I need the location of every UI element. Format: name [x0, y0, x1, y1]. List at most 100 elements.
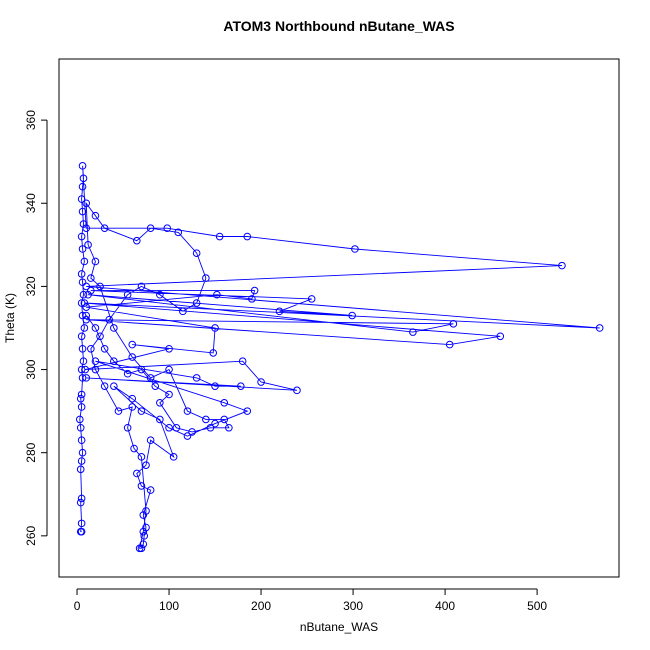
data-point: [169, 453, 178, 461]
data-point: [114, 407, 123, 415]
data-point: [123, 423, 132, 432]
data-point: [77, 403, 86, 411]
data-point: [165, 423, 173, 432]
data-point: [139, 527, 148, 536]
data-point: [91, 211, 100, 220]
data-point: [78, 245, 87, 253]
data-point: [142, 507, 150, 515]
data-point: [123, 369, 132, 378]
data-point: [82, 303, 91, 311]
data-point: [79, 290, 88, 299]
data-point: [87, 286, 95, 295]
data-point: [76, 394, 85, 403]
data-point: [179, 307, 187, 316]
data-point: [137, 365, 146, 374]
data-point: [91, 324, 100, 332]
data-point: [250, 286, 259, 295]
data-point: [82, 315, 91, 324]
x-tick-label: 200: [251, 599, 271, 613]
data-point: [348, 311, 356, 320]
data-point: [192, 249, 201, 257]
data-point: [137, 482, 146, 490]
x-axis-label: nButane_WAS: [300, 620, 378, 634]
data-point: [225, 423, 233, 432]
data-point: [142, 461, 150, 469]
data-point: [77, 232, 86, 241]
data-point: [213, 290, 221, 299]
data-point: [146, 224, 155, 233]
data-point: [140, 532, 149, 540]
data-point: [192, 299, 201, 307]
data-point: [77, 494, 86, 503]
y-tick-label: 320: [24, 276, 38, 296]
data-point: [82, 282, 91, 291]
data-point: [163, 224, 172, 233]
data-point: [77, 299, 86, 307]
data-point: [80, 324, 89, 332]
x-tick-label: 0: [74, 599, 81, 613]
data-point: [78, 344, 87, 353]
data-point: [146, 436, 155, 445]
data-point: [82, 224, 91, 233]
data-point: [76, 423, 85, 432]
plot-frame: [58, 58, 620, 578]
data-point: [137, 282, 146, 291]
data-point: [77, 332, 86, 341]
y-tick-label: 340: [24, 193, 38, 213]
data-point: [243, 232, 252, 241]
data-point: [128, 353, 137, 361]
data-point: [409, 328, 417, 336]
data-point: [78, 182, 87, 191]
data-point: [220, 399, 229, 407]
data-point: [220, 415, 229, 424]
data-point: [110, 382, 118, 390]
data-point: [293, 386, 301, 395]
data-point: [137, 453, 146, 461]
data-point: [79, 174, 88, 183]
data-point: [133, 469, 141, 478]
data-point: [110, 357, 118, 366]
data-point: [128, 403, 137, 411]
data-point: [133, 236, 141, 245]
data-point: [91, 257, 100, 266]
data-point: [206, 423, 215, 432]
data-point: [595, 324, 604, 332]
data-point: [211, 419, 219, 428]
x-tick-label: 500: [527, 599, 547, 613]
data-point: [211, 324, 219, 332]
data-point: [183, 432, 192, 440]
data-point: [151, 382, 160, 390]
data-line: [79, 165, 600, 549]
data-point: [445, 340, 454, 349]
data-point: [80, 257, 89, 266]
data-point: [146, 486, 155, 494]
data-point: [137, 407, 146, 415]
data-point: [209, 349, 218, 357]
data-point: [156, 415, 164, 424]
data-point: [188, 428, 196, 436]
data-point: [307, 295, 316, 303]
data-point: [237, 382, 245, 390]
data-point: [78, 374, 87, 382]
data-point: [172, 423, 181, 432]
data-point: [496, 332, 505, 341]
data-point: [351, 245, 359, 253]
data-point: [202, 415, 210, 424]
data-point: [96, 282, 104, 291]
data-point: [77, 519, 86, 528]
data-point: [130, 444, 138, 453]
data-point: [78, 448, 87, 457]
data-point: [156, 290, 164, 299]
data-point: [558, 261, 566, 270]
data-point: [248, 295, 256, 303]
data-point: [82, 374, 91, 382]
data-point: [78, 162, 87, 170]
data-point: [91, 357, 100, 366]
data-point: [183, 407, 192, 415]
data-point: [76, 527, 85, 536]
data-point: [100, 344, 109, 353]
data-point: [135, 544, 144, 553]
x-tick-label: 300: [343, 599, 363, 613]
